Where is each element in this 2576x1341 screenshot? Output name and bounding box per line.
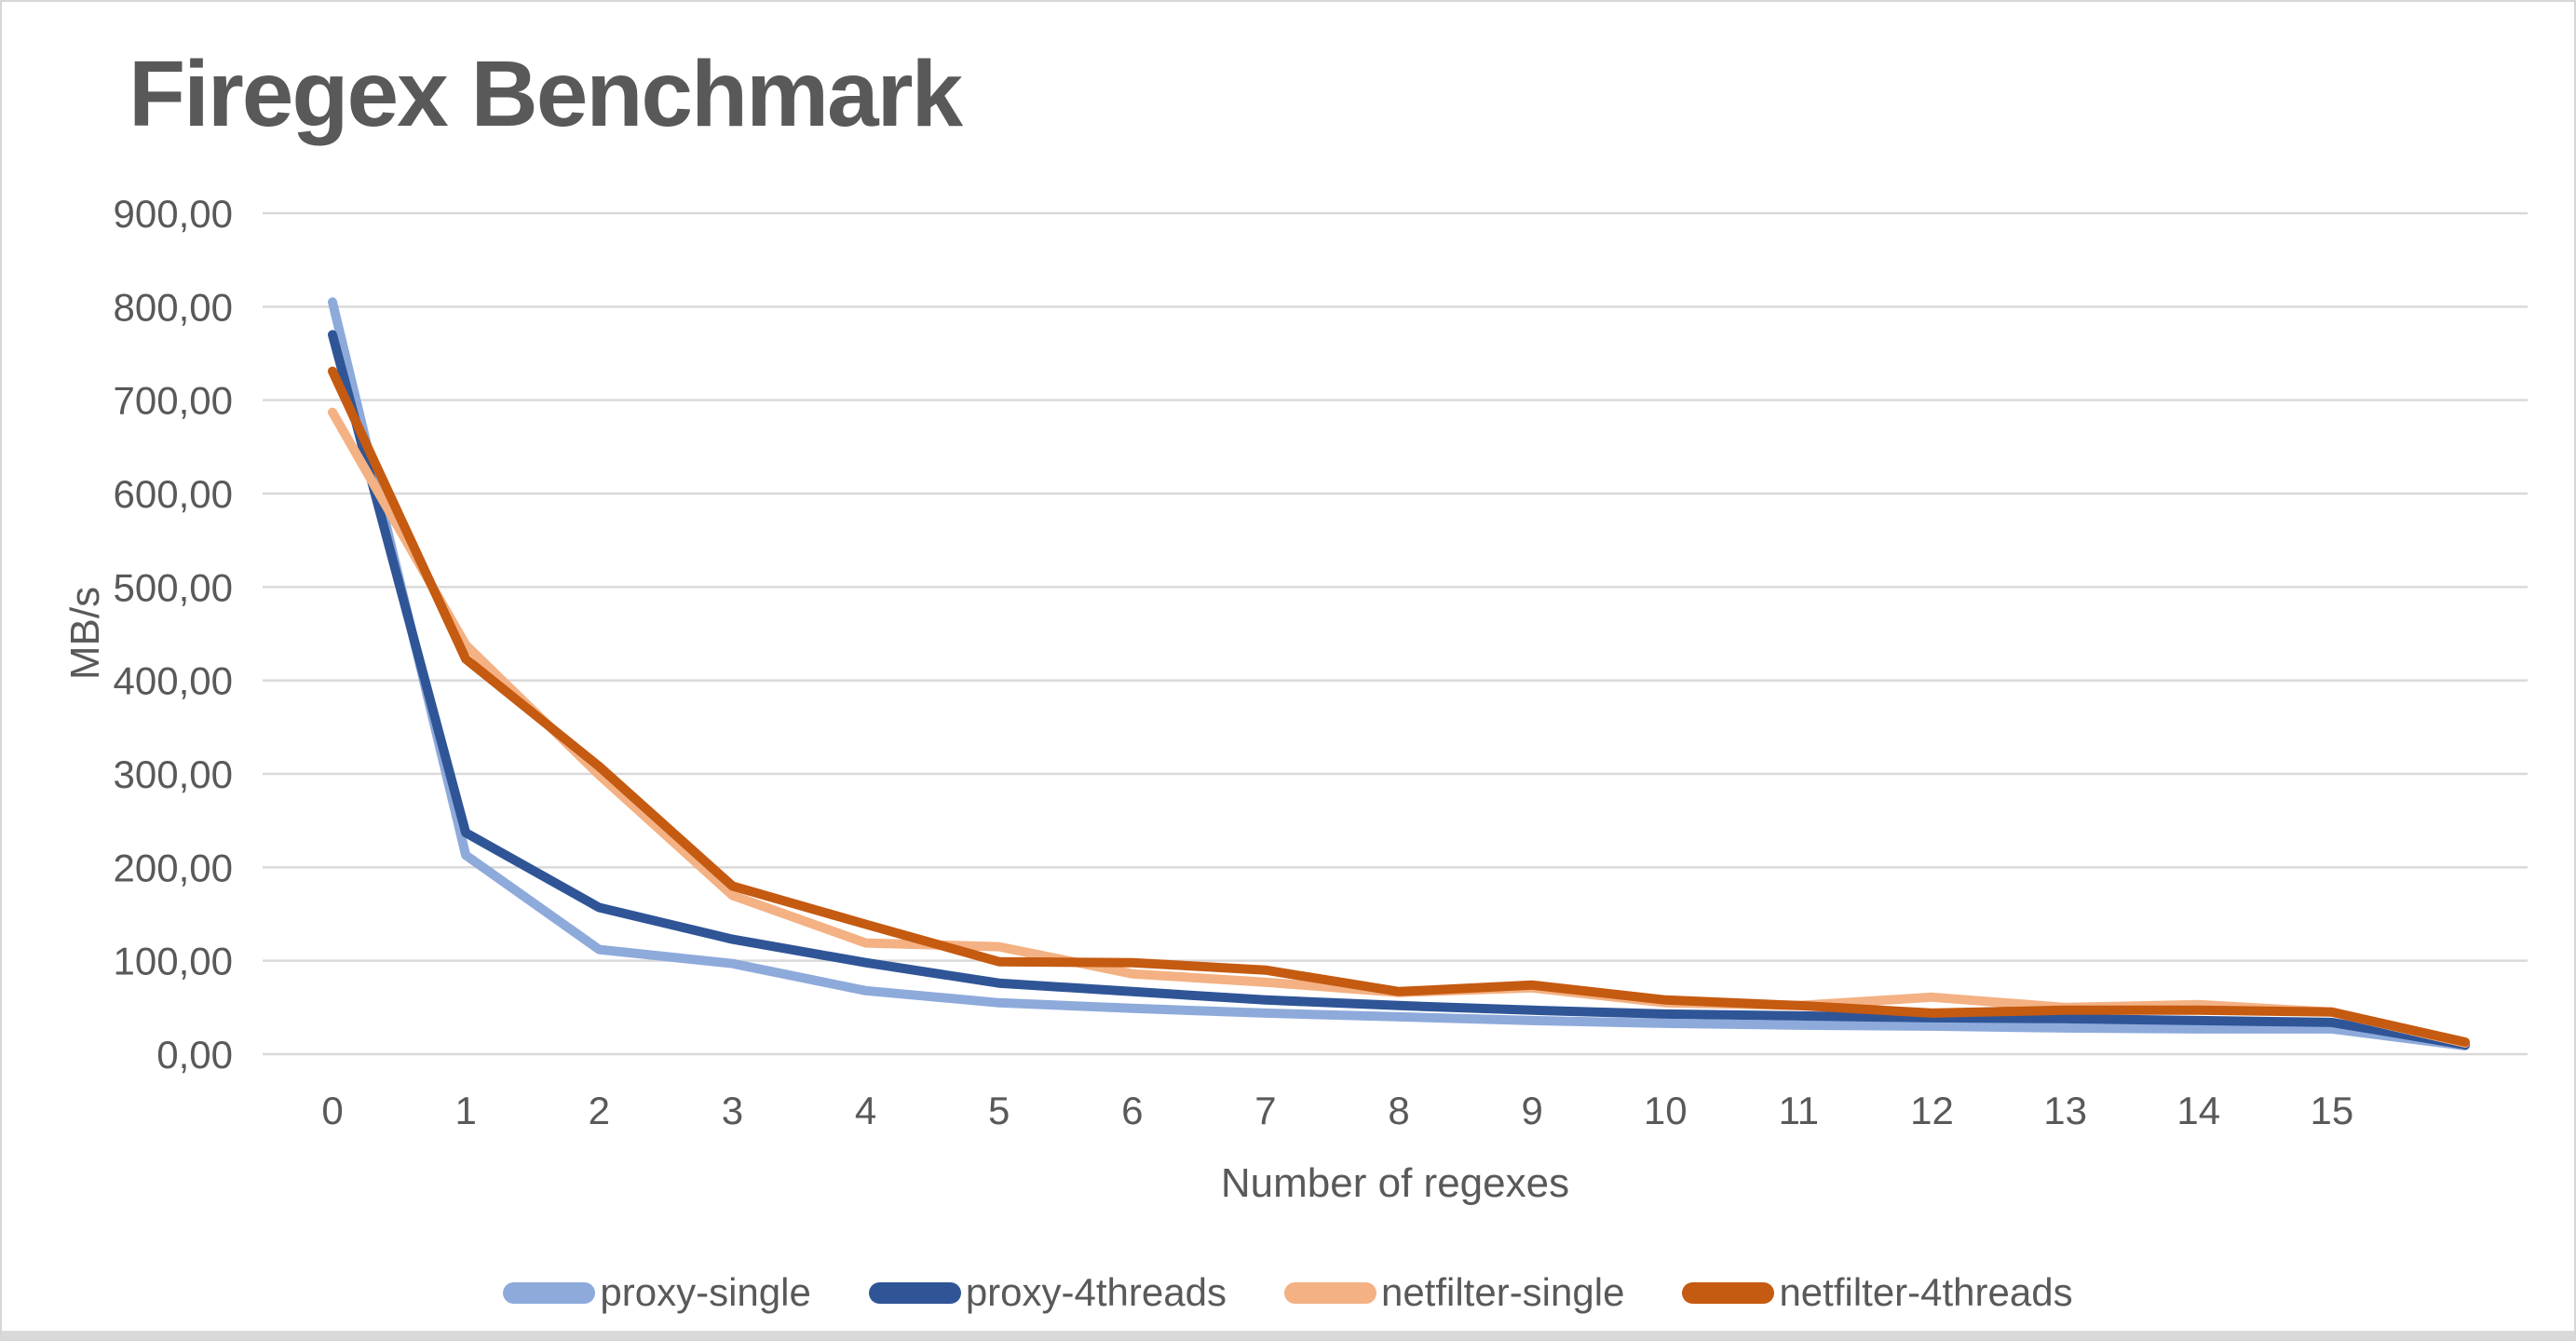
x-tick-label: 7 [1254,1089,1276,1132]
legend-label: netfilter-single [1380,1270,1625,1314]
series-line-proxy-4threads [328,330,2470,1050]
legend-label: proxy-single [600,1270,811,1314]
legend: proxy-single proxy-4threads netfilter-sing… [2,1270,2574,1315]
x-tick-label: 0 [321,1089,343,1132]
y-tick-label: 800,00 [114,285,233,329]
legend-item-netfilter-single: netfilter-single [1283,1270,1625,1315]
x-tick-label: 1 [454,1089,476,1132]
series-line-proxy-single [328,297,2470,1050]
x-tick-label: 4 [855,1089,876,1132]
legend-marker-proxy-single [503,1281,596,1304]
legend-item-netfilter-4threads: netfilter-4threads [1682,1270,2073,1315]
x-tick-label: 13 [2043,1089,2087,1132]
y-axis-title: MB/s [62,586,108,681]
x-tick-label: 12 [1910,1089,1954,1132]
legend-marker-netfilter-4threads [1682,1281,1775,1304]
x-tick-label: 6 [1121,1089,1143,1132]
y-tick-label: 200,00 [114,846,233,889]
series-line-netfilter-single [328,407,2470,1048]
legend-marker-proxy-4threads [868,1281,961,1304]
chart-title: Firegex Benchmark [129,42,963,146]
y-tick-label: 600,00 [114,472,233,516]
legend-item-proxy-single: proxy-single [503,1270,811,1315]
y-tick-label: 900,00 [114,192,233,236]
x-axis-title: Number of regexes [1220,1160,1570,1206]
y-tick-label: 0,00 [156,1033,233,1077]
y-tick-label: 400,00 [114,659,233,703]
x-tick-label: 14 [2176,1089,2220,1132]
legend-item-proxy-4threads: proxy-4threads [868,1270,1227,1315]
legend-marker-netfilter-single [1283,1281,1376,1304]
x-tick-label: 2 [589,1089,610,1132]
series-line-netfilter-4threads [328,366,2470,1047]
legend-label: proxy-4threads [965,1270,1227,1314]
x-tick-label: 5 [988,1089,1010,1132]
y-tick-label: 100,00 [114,940,233,983]
x-tick-label: 3 [722,1089,743,1132]
x-tick-label: 8 [1388,1089,1409,1132]
x-tick-label: 10 [1644,1089,1688,1132]
x-tick-label: 15 [2311,1089,2354,1132]
y-tick-label: 500,00 [114,565,233,609]
x-tick-label: 11 [1779,1089,1820,1132]
y-tick-label: 300,00 [114,752,233,796]
bottom-strip [2,1331,2574,1339]
y-tick-label: 700,00 [114,379,233,423]
legend-label: netfilter-4threads [1779,1270,2073,1314]
x-tick-label: 9 [1521,1089,1542,1132]
